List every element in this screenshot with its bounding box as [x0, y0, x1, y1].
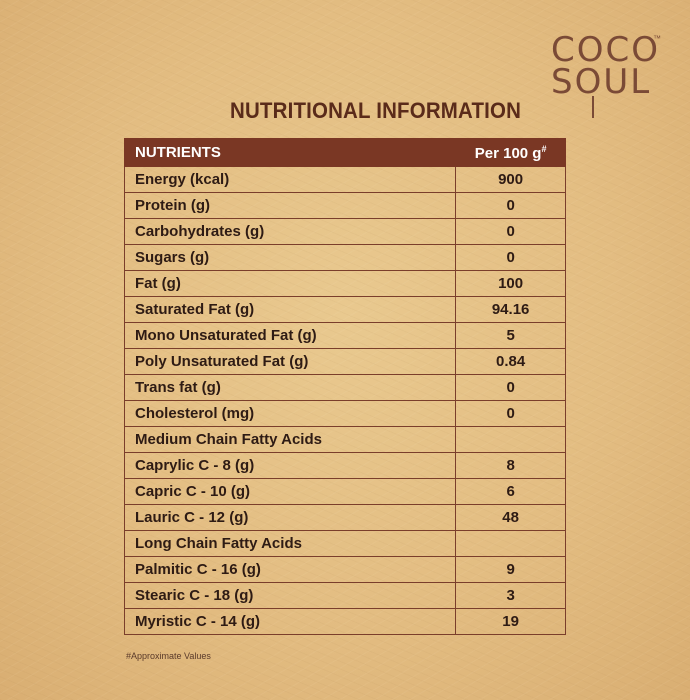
- nutrient-name: Cholesterol (mg): [123, 400, 457, 427]
- nutrient-name: Medium Chain Fatty Acids: [123, 426, 457, 453]
- nutrient-value: 6: [455, 478, 566, 505]
- footnote: #Approximate Values: [126, 651, 211, 661]
- nutrient-value: 8: [455, 452, 566, 479]
- table-header-row: NUTRIENTS Per 100 g#: [123, 138, 566, 167]
- nutrient-value: [455, 530, 566, 557]
- header-per-100g: Per 100 g#: [455, 138, 566, 167]
- nutrient-name: Myristic C - 14 (g): [123, 608, 457, 635]
- nutrient-value: 0: [455, 244, 566, 271]
- nutrition-table: NUTRIENTS Per 100 g# Energy (kcal) 900 Pro…: [123, 138, 566, 635]
- table-row: Cholesterol (mg) 0: [123, 400, 566, 427]
- nutrient-name: Caprylic C - 8 (g): [123, 452, 457, 479]
- nutrient-name: Mono Unsaturated Fat (g): [123, 322, 457, 349]
- nutrient-value: 900: [455, 166, 566, 193]
- nutrient-name: Long Chain Fatty Acids: [123, 530, 457, 557]
- table-row: Saturated Fat (g) 94.16: [123, 296, 566, 323]
- table-row: Mono Unsaturated Fat (g) 5: [123, 322, 566, 349]
- spoon-icon: [592, 96, 594, 118]
- nutrient-name: Protein (g): [123, 192, 457, 219]
- nutrient-value: 3: [455, 582, 566, 609]
- nutrient-value: 5: [455, 322, 566, 349]
- table-row: Medium Chain Fatty Acids: [123, 426, 566, 453]
- trademark-symbol: ™: [653, 34, 661, 43]
- nutrient-value: 48: [455, 504, 566, 531]
- nutrient-name: Saturated Fat (g): [123, 296, 457, 323]
- nutrient-value: 94.16: [455, 296, 566, 323]
- page-title: NUTRITIONAL INFORMATION: [230, 98, 522, 123]
- table-row: Trans fat (g) 0: [123, 374, 566, 401]
- nutrient-value: 9: [455, 556, 566, 583]
- nutrient-name: Energy (kcal): [123, 166, 457, 193]
- nutrient-value: 0: [455, 218, 566, 245]
- table-row: Lauric C - 12 (g) 48: [123, 504, 566, 531]
- header-per-label: Per 100 g: [474, 144, 542, 162]
- coco-soul-logo: COCO SOUL ™: [551, 30, 661, 118]
- nutrient-name: Fat (g): [123, 270, 457, 297]
- nutrient-name: Trans fat (g): [123, 374, 457, 401]
- table-row: Sugars (g) 0: [123, 244, 566, 271]
- nutrient-value: [455, 426, 566, 453]
- nutrient-value: 0: [455, 374, 566, 401]
- nutrient-value: 19: [455, 608, 566, 635]
- nutrient-value: 0.84: [455, 348, 566, 375]
- table-row: Capric C - 10 (g) 6: [123, 478, 566, 505]
- nutrient-value: 100: [455, 270, 566, 297]
- nutrient-name: Sugars (g): [123, 244, 457, 271]
- table-row: Protein (g) 0: [123, 192, 566, 219]
- nutrient-name: Palmitic C - 16 (g): [123, 556, 457, 583]
- logo-word-soul: SOUL: [551, 62, 652, 102]
- nutrient-value: 0: [455, 400, 566, 427]
- header-per-mark: #: [541, 143, 547, 154]
- nutrient-name: Capric C - 10 (g): [123, 478, 457, 505]
- table-row: Caprylic C - 8 (g) 8: [123, 452, 566, 479]
- table-row: Long Chain Fatty Acids: [123, 530, 566, 557]
- nutrient-value: 0: [455, 192, 566, 219]
- header-nutrients: NUTRIENTS: [123, 138, 457, 167]
- nutrient-name: Poly Unsaturated Fat (g): [123, 348, 457, 375]
- table-row: Stearic C - 18 (g) 3: [123, 582, 566, 609]
- table-row: Palmitic C - 16 (g) 9: [123, 556, 566, 583]
- nutrient-name: Stearic C - 18 (g): [123, 582, 457, 609]
- table-row: Poly Unsaturated Fat (g) 0.84: [123, 348, 566, 375]
- table-row: Energy (kcal) 900: [123, 166, 566, 193]
- nutrient-name: Carbohydrates (g): [123, 218, 457, 245]
- table-row: Fat (g) 100: [123, 270, 566, 297]
- nutrient-name: Lauric C - 12 (g): [123, 504, 457, 531]
- table-row: Myristic C - 14 (g) 19: [123, 608, 566, 635]
- table-row: Carbohydrates (g) 0: [123, 218, 566, 245]
- logo-word-coco: COCO: [551, 30, 661, 70]
